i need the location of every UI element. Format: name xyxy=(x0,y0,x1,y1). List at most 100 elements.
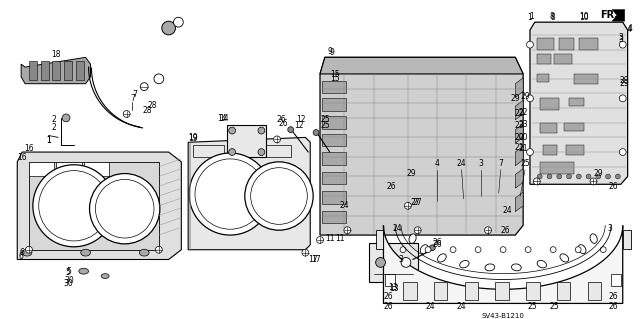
Circle shape xyxy=(596,174,601,179)
Text: 26: 26 xyxy=(383,292,393,301)
Text: 24: 24 xyxy=(457,302,467,311)
Text: 13: 13 xyxy=(389,284,399,293)
Text: 30: 30 xyxy=(63,279,73,288)
Text: 10: 10 xyxy=(579,12,589,21)
Text: 26: 26 xyxy=(500,226,510,235)
Ellipse shape xyxy=(460,260,469,268)
Text: 11: 11 xyxy=(325,234,335,242)
Text: 28: 28 xyxy=(147,101,157,110)
Circle shape xyxy=(288,127,294,132)
Circle shape xyxy=(162,21,175,35)
Bar xyxy=(322,172,346,184)
Text: 3: 3 xyxy=(607,224,612,233)
Text: 26: 26 xyxy=(387,182,396,191)
Text: 22: 22 xyxy=(518,108,528,116)
Circle shape xyxy=(258,127,265,134)
Ellipse shape xyxy=(578,245,586,254)
Bar xyxy=(559,38,574,49)
Ellipse shape xyxy=(511,264,521,271)
Text: 9: 9 xyxy=(327,47,332,56)
Bar xyxy=(259,145,291,157)
Circle shape xyxy=(90,174,160,244)
Bar xyxy=(537,55,552,64)
Text: 26: 26 xyxy=(608,302,618,311)
Circle shape xyxy=(62,114,70,122)
Text: 23: 23 xyxy=(518,120,528,129)
Text: 29: 29 xyxy=(520,92,530,101)
Polygon shape xyxy=(383,226,623,303)
Text: 26: 26 xyxy=(278,119,288,128)
Ellipse shape xyxy=(438,254,446,262)
Text: 6: 6 xyxy=(19,252,24,261)
Bar xyxy=(193,145,224,157)
Circle shape xyxy=(414,227,421,234)
Circle shape xyxy=(189,153,271,235)
Circle shape xyxy=(376,257,385,267)
Text: FR.: FR. xyxy=(600,10,618,20)
Bar xyxy=(29,61,36,80)
Text: 17: 17 xyxy=(308,255,318,264)
Circle shape xyxy=(475,247,481,253)
Bar xyxy=(554,55,572,64)
Text: 2: 2 xyxy=(51,123,56,132)
Circle shape xyxy=(616,174,620,179)
Bar xyxy=(623,230,630,249)
Text: 9: 9 xyxy=(330,48,334,57)
Circle shape xyxy=(450,247,456,253)
Text: 26: 26 xyxy=(276,115,285,124)
Text: 4: 4 xyxy=(626,26,631,34)
Text: 29: 29 xyxy=(593,169,603,178)
Polygon shape xyxy=(515,124,523,143)
Circle shape xyxy=(26,246,33,253)
Circle shape xyxy=(317,237,323,243)
Circle shape xyxy=(404,202,412,209)
Text: 19: 19 xyxy=(188,134,198,143)
Text: 5: 5 xyxy=(66,268,70,277)
Text: 16: 16 xyxy=(24,144,34,153)
Bar xyxy=(403,282,417,300)
Polygon shape xyxy=(188,137,310,250)
Text: 22: 22 xyxy=(515,108,524,117)
Circle shape xyxy=(154,74,164,84)
Text: 12: 12 xyxy=(294,121,303,130)
Bar xyxy=(227,145,255,157)
Text: 7: 7 xyxy=(130,94,135,103)
Bar xyxy=(588,282,601,300)
Circle shape xyxy=(557,174,562,179)
Bar xyxy=(557,282,570,300)
Ellipse shape xyxy=(81,249,90,256)
Bar xyxy=(322,116,346,129)
Bar xyxy=(537,38,554,49)
Bar xyxy=(465,282,478,300)
Circle shape xyxy=(620,41,626,48)
Circle shape xyxy=(274,136,280,143)
Bar xyxy=(566,145,584,155)
Ellipse shape xyxy=(101,274,109,278)
Text: 25: 25 xyxy=(320,115,330,124)
Circle shape xyxy=(401,257,411,267)
Text: 30: 30 xyxy=(64,277,74,286)
Bar xyxy=(322,98,346,111)
Text: 15: 15 xyxy=(330,70,339,79)
Circle shape xyxy=(313,130,319,136)
Bar xyxy=(574,74,598,84)
Text: 11: 11 xyxy=(335,234,344,243)
Circle shape xyxy=(258,149,265,155)
Text: 26: 26 xyxy=(433,240,442,249)
Polygon shape xyxy=(515,192,523,211)
Circle shape xyxy=(344,227,351,234)
Ellipse shape xyxy=(560,254,569,262)
Circle shape xyxy=(525,247,531,253)
Circle shape xyxy=(527,95,533,102)
Text: 18: 18 xyxy=(52,50,61,59)
Text: 1: 1 xyxy=(529,12,534,21)
Circle shape xyxy=(500,247,506,253)
Text: 29: 29 xyxy=(620,76,630,85)
Bar xyxy=(56,162,82,175)
Text: 29: 29 xyxy=(406,169,415,178)
Text: 26: 26 xyxy=(608,292,618,301)
Text: 16: 16 xyxy=(17,153,27,162)
Circle shape xyxy=(228,127,236,134)
Bar xyxy=(434,282,447,300)
Polygon shape xyxy=(320,57,523,74)
